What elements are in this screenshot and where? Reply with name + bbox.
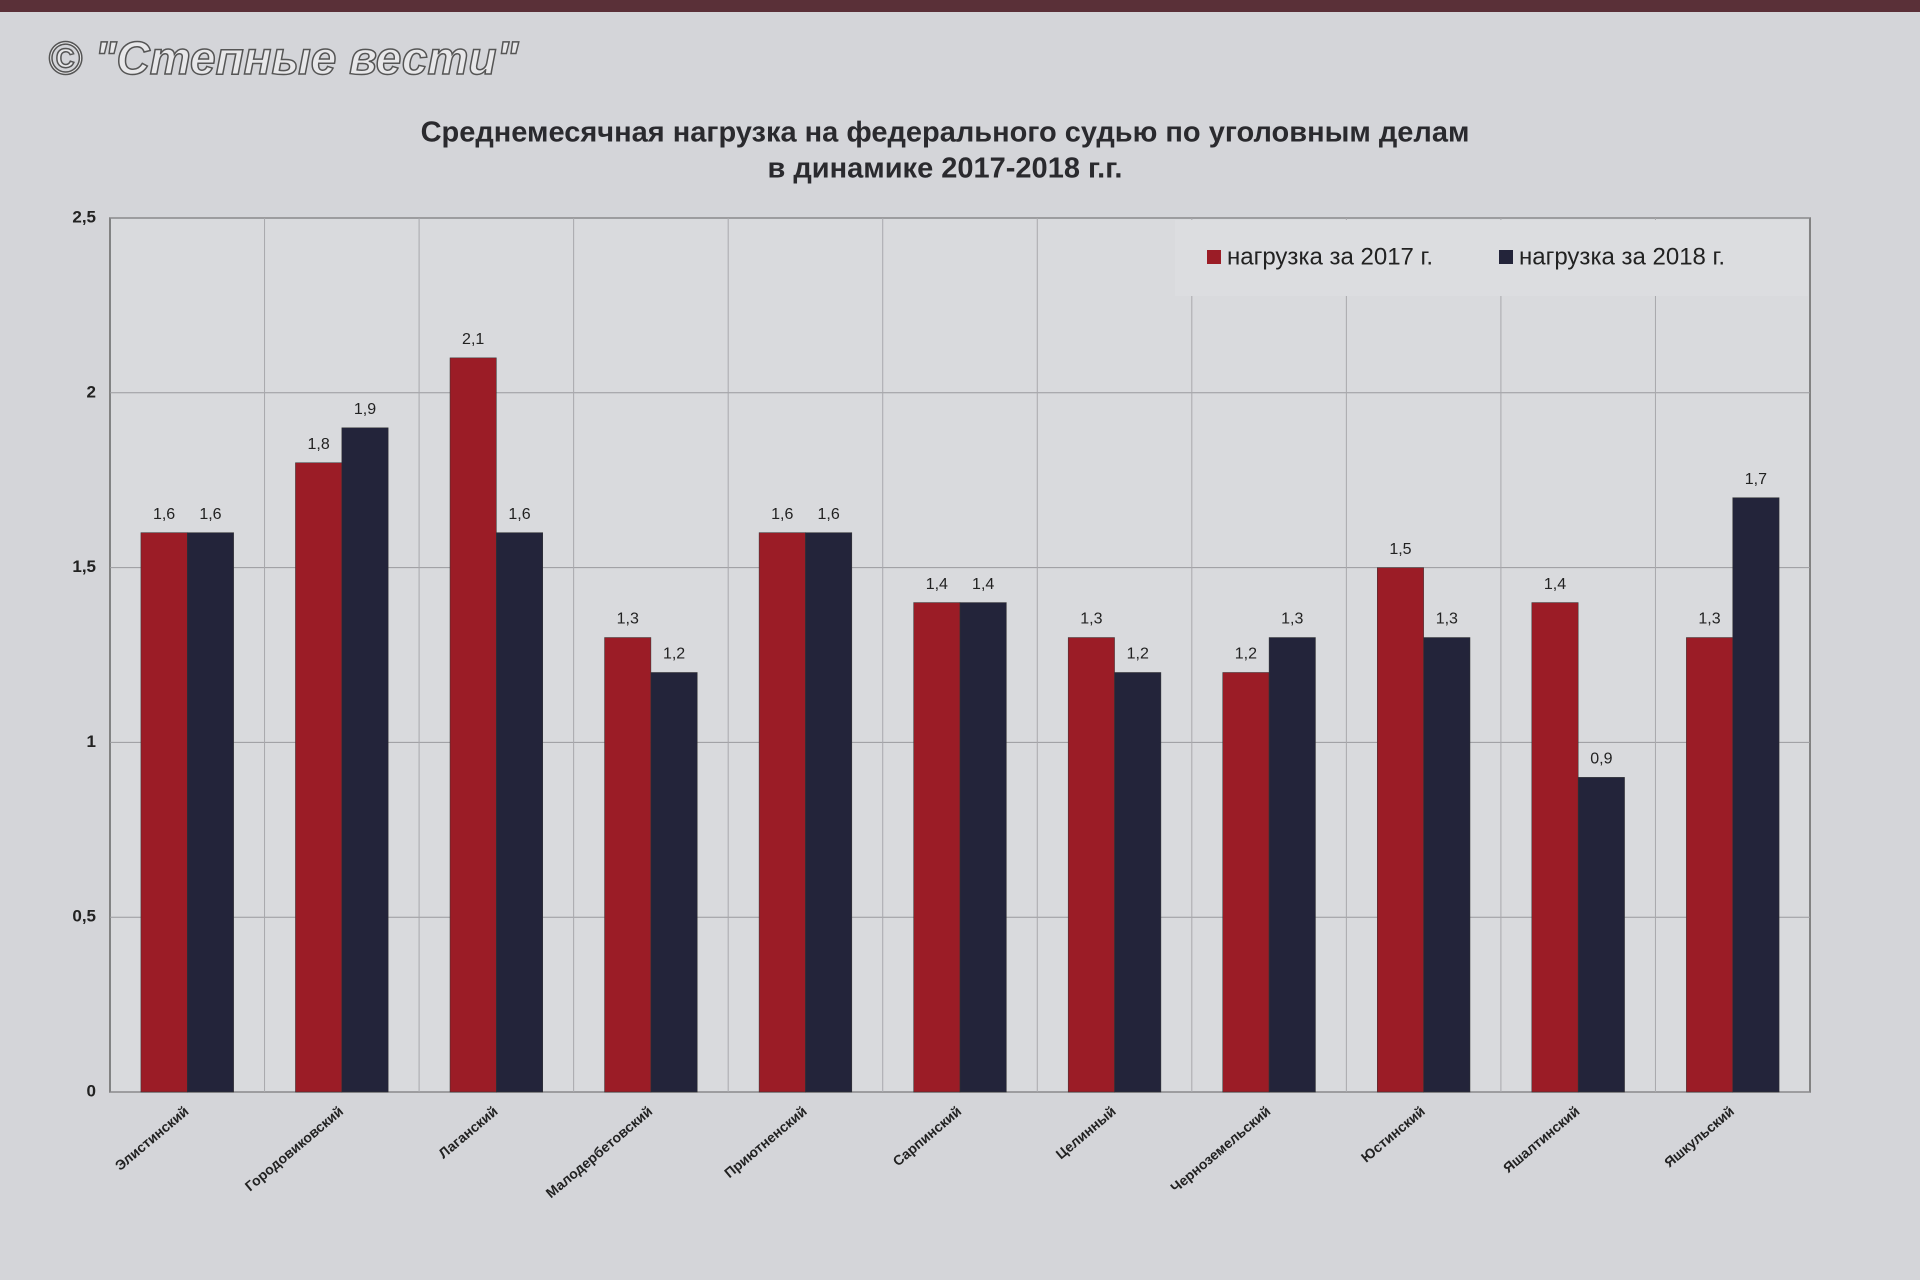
value-label: 1,3 — [617, 611, 639, 628]
value-label: 1,2 — [1127, 646, 1149, 663]
bar — [449, 357, 497, 1093]
bar — [1268, 637, 1316, 1093]
value-label: 1,6 — [153, 506, 175, 523]
bar — [650, 672, 698, 1093]
legend-swatch — [1499, 250, 1513, 264]
value-label: 1,2 — [1235, 646, 1257, 663]
bar — [1531, 602, 1579, 1093]
bar — [959, 602, 1007, 1093]
chart-subtitle: в динамике 2017-2018 г.г. — [768, 153, 1123, 185]
value-label: 1,6 — [771, 506, 793, 523]
bar — [1732, 497, 1780, 1093]
top-border — [0, 0, 1920, 12]
value-label: 2,1 — [462, 331, 484, 348]
value-label: 1,2 — [663, 646, 685, 663]
chart-title: Среднемесячная нагрузка на федерального … — [421, 117, 1470, 149]
y-tick-label: 2 — [87, 382, 96, 401]
legend-box — [1175, 220, 1808, 296]
bar — [604, 637, 652, 1093]
value-label: 1,3 — [1080, 611, 1102, 628]
legend-label: нагрузка за 2018 г. — [1519, 243, 1725, 270]
bar — [341, 427, 389, 1093]
y-tick-label: 0 — [87, 1081, 96, 1100]
bar — [295, 462, 343, 1093]
bar — [140, 532, 188, 1093]
value-label: 1,6 — [818, 506, 840, 523]
y-tick-label: 1,5 — [72, 557, 96, 576]
bar — [758, 532, 806, 1093]
bar — [913, 602, 961, 1093]
bar — [1423, 637, 1471, 1093]
value-label: 1,6 — [199, 506, 221, 523]
bar — [1686, 637, 1733, 1093]
value-label: 1,8 — [308, 436, 330, 453]
watermark: © "Степные вести" — [48, 32, 519, 84]
value-label: 1,4 — [926, 576, 948, 593]
bar — [187, 532, 234, 1093]
value-label: 1,5 — [1389, 541, 1411, 558]
value-label: 1,4 — [972, 576, 994, 593]
y-tick-label: 0,5 — [72, 907, 96, 926]
value-label: 1,4 — [1544, 576, 1566, 593]
bar — [1067, 637, 1115, 1093]
y-tick-label: 1 — [87, 732, 96, 751]
legend-swatch — [1207, 250, 1221, 264]
bar — [496, 532, 543, 1093]
value-label: 1,3 — [1698, 611, 1720, 628]
value-label: 1,3 — [1281, 611, 1303, 628]
bar — [1577, 777, 1625, 1093]
legend-label: нагрузка за 2017 г. — [1227, 243, 1433, 270]
bar — [1222, 672, 1270, 1093]
y-tick-label: 2,5 — [72, 207, 96, 226]
bar — [805, 532, 853, 1093]
value-label: 1,7 — [1745, 471, 1767, 488]
bar — [1377, 567, 1424, 1093]
bar — [1114, 672, 1162, 1093]
value-label: 0,9 — [1590, 751, 1612, 768]
value-label: 1,6 — [508, 506, 530, 523]
value-label: 1,3 — [1436, 611, 1458, 628]
value-label: 1,9 — [354, 401, 376, 418]
